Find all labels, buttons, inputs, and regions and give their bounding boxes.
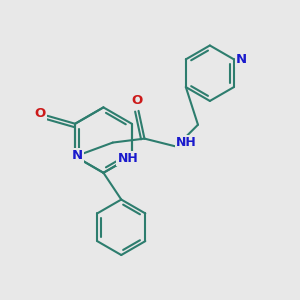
Text: N: N	[71, 149, 83, 162]
Text: NH: NH	[117, 152, 138, 165]
Text: N: N	[236, 53, 248, 66]
Text: O: O	[35, 107, 46, 120]
Text: NH: NH	[176, 136, 196, 149]
Text: O: O	[131, 94, 142, 107]
